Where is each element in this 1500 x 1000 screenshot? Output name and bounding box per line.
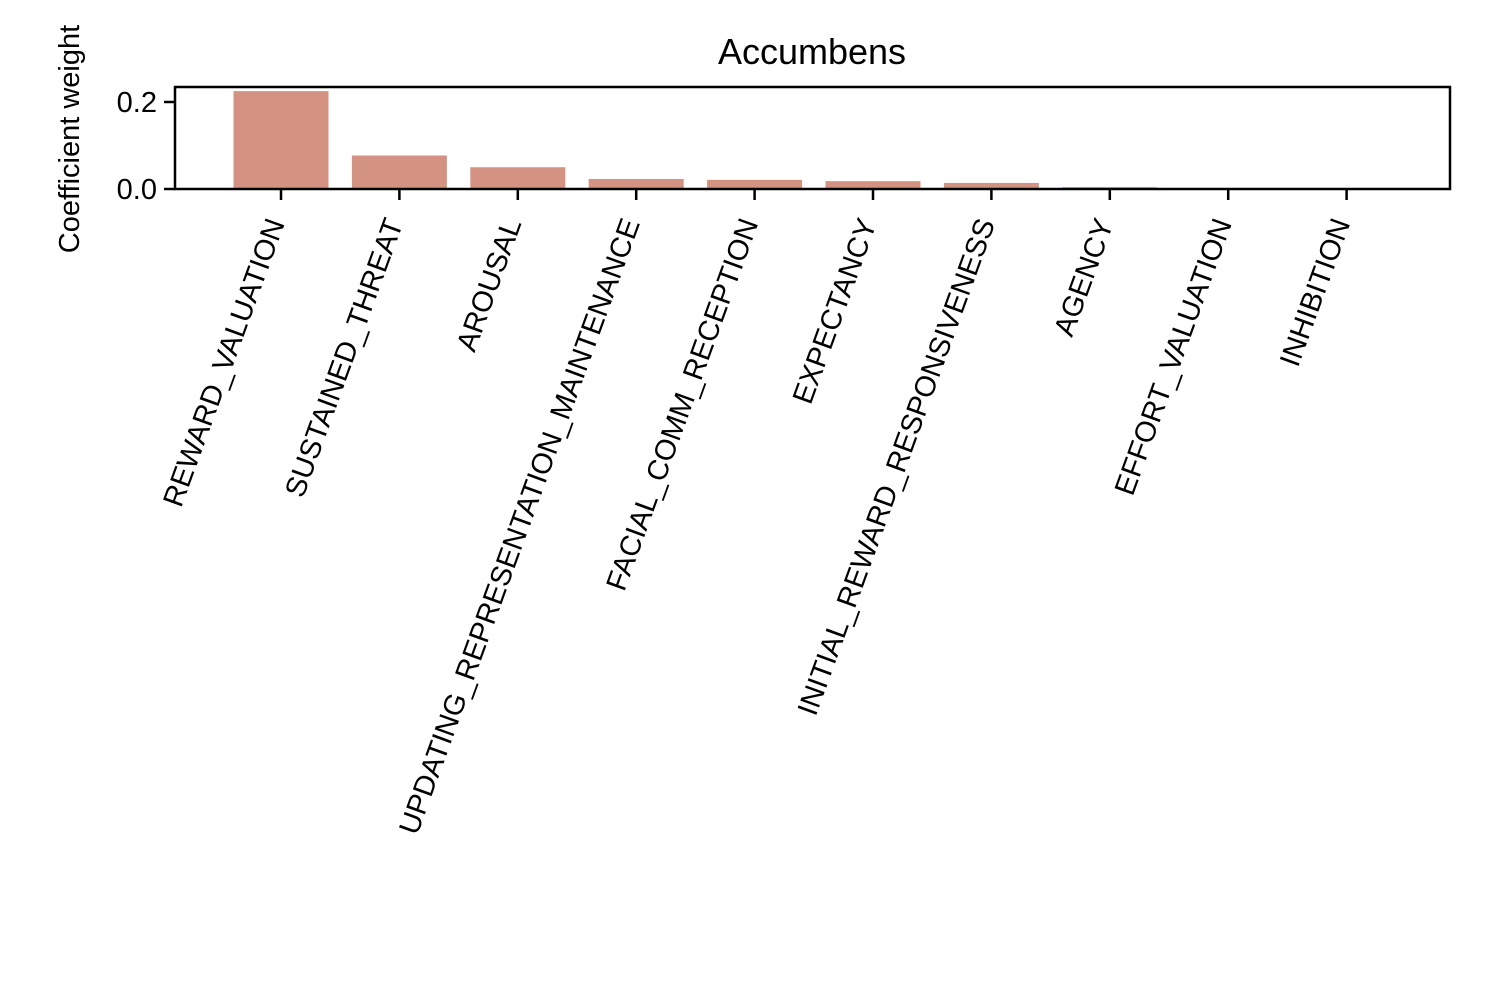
x-tick-label: AROUSAL (451, 214, 528, 355)
bar-initial-reward-responsiveness (943, 182, 1039, 189)
y-tick-label: 0.0 (117, 174, 157, 206)
bar-sustained-threat (351, 155, 447, 189)
x-tick-label: SUSTAINED_THREAT (279, 214, 410, 501)
x-tick-label: REWARD_VALUATION (158, 214, 292, 511)
x-tick-label: UPDATING_REPRESENTATION_MAINTENANCE (394, 214, 647, 838)
bar-updating-representation-maintenance (588, 178, 684, 189)
x-tick-label: EXPECTANCY (787, 214, 884, 408)
bar-reward-valuation (233, 91, 329, 189)
x-tick-label: AGENCY (1048, 214, 1120, 340)
chart-title: Accumbens (718, 31, 906, 72)
bar-arousal (470, 167, 566, 189)
x-tick-label: EFFORT_VALUATION (1109, 214, 1239, 499)
bar-facial-comm-reception (707, 179, 803, 189)
x-tick-label: INHIBITION (1274, 214, 1357, 370)
plot-frame (173, 85, 1452, 191)
y-tick-label: 0.2 (117, 87, 157, 119)
bar-expectancy (825, 181, 921, 189)
y-axis-label: Coefficient weight (54, 25, 86, 253)
x-tick-label: INITIAL_REWARD_RESPONSIVENESS (792, 214, 1002, 719)
bars-group (233, 91, 1276, 189)
y-axis-ticks: 0.0 0.2 (117, 87, 175, 206)
